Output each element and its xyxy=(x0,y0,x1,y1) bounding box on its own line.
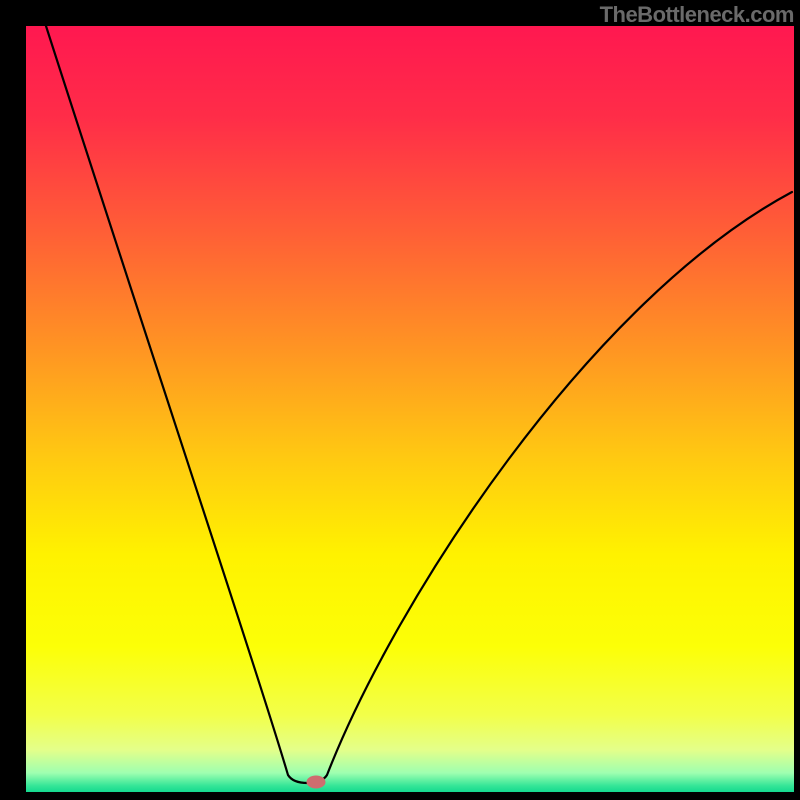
bottleneck-chart xyxy=(0,0,800,800)
gradient-background xyxy=(26,26,794,792)
optimal-point-marker xyxy=(307,776,325,788)
watermark-text: TheBottleneck.com xyxy=(600,2,794,28)
